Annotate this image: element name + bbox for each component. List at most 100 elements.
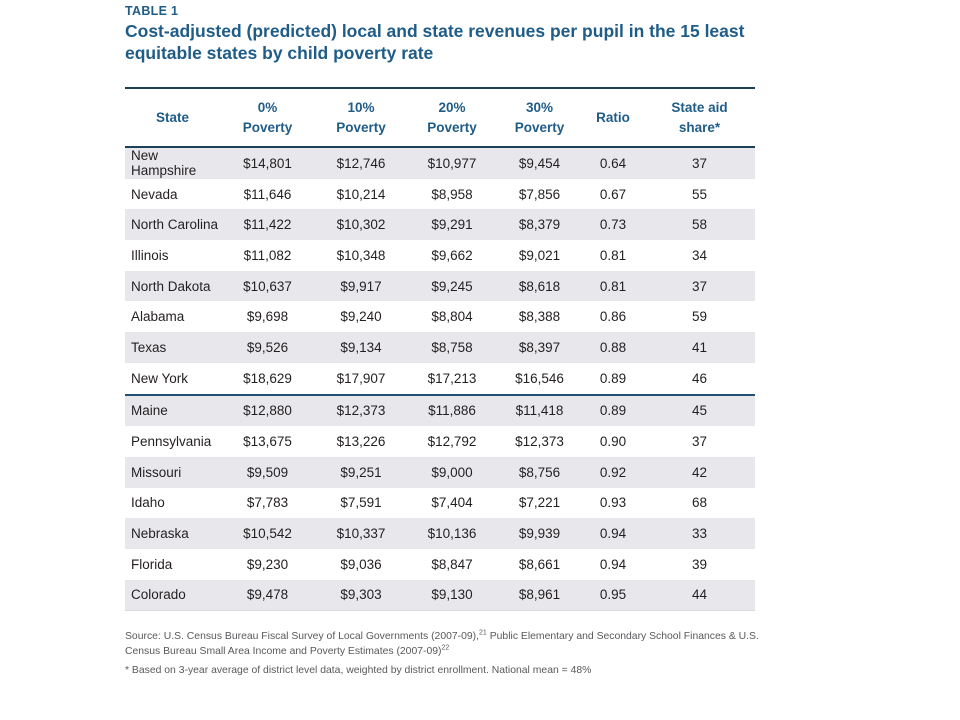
- value-cell-ratio: 0.73: [599, 217, 627, 233]
- value-cell-poverty-10: $12,373: [315, 393, 407, 427]
- value-cell-poverty-20: $8,847: [431, 556, 473, 572]
- table-row: Idaho $7,783 $7,591 $7,404 $7,221 0.93 68: [125, 488, 755, 519]
- value-cell-state-aid-share: 44: [644, 579, 755, 612]
- value-cell-poverty-20: $10,977: [427, 155, 477, 171]
- value-cell-poverty-30: $8,961: [497, 579, 582, 612]
- state-cell: Nebraska: [131, 526, 189, 542]
- table-row: Alabama $9,698 $9,240 $8,804 $8,388 0.86 59: [125, 301, 755, 332]
- value-cell-state-aid-share: 68: [691, 495, 708, 511]
- value-cell-ratio: 0.81: [599, 247, 627, 263]
- value-cell-poverty-30: $11,418: [497, 393, 582, 427]
- value-cell-ratio: 0.86: [599, 309, 627, 325]
- state-cell: Idaho: [131, 495, 165, 511]
- value-cell-poverty-20: $8,758: [431, 339, 473, 355]
- value-cell-poverty-0: $11,422: [243, 217, 292, 233]
- value-cell-poverty-30: $7,856: [518, 186, 561, 202]
- value-cell-poverty-10: $10,214: [336, 186, 386, 202]
- state-cell: Maine: [125, 393, 220, 427]
- value-cell-ratio: 0.90: [599, 434, 627, 450]
- value-cell-ratio: 0.94: [599, 556, 627, 572]
- asterisk-note: * Based on 3-year average of district le…: [125, 665, 592, 676]
- state-cell: Alabama: [131, 309, 185, 325]
- state-cell: New Hampshire: [131, 148, 197, 179]
- value-cell-poverty-30: $8,379: [518, 217, 561, 233]
- value-cell-state-aid-share: 41: [691, 339, 708, 355]
- value-cell-state-aid-share: 37: [691, 434, 708, 450]
- table-title: Cost-adjusted (predicted) local and stat…: [125, 21, 745, 64]
- value-cell-ratio: 0.93: [599, 495, 627, 511]
- value-cell-ratio: 0.81: [599, 278, 627, 294]
- value-cell-poverty-10: $10,348: [336, 247, 386, 263]
- value-cell-poverty-0: $12,880: [220, 393, 315, 427]
- value-cell-poverty-20: $7,404: [431, 495, 473, 511]
- value-cell-poverty-0: $9,698: [246, 309, 289, 325]
- value-cell-poverty-0: $7,783: [246, 495, 289, 511]
- value-cell-poverty-20: $10,136: [427, 526, 477, 542]
- value-cell-poverty-20: $8,958: [431, 186, 473, 202]
- column-header-poverty-0: 0% Poverty: [220, 87, 315, 148]
- table-row: North Carolina $11,422 $10,302 $9,291 $8,379…: [125, 209, 755, 241]
- state-cell: Illinois: [131, 247, 169, 263]
- value-cell-poverty-0: $13,675: [243, 434, 292, 450]
- value-cell-poverty-30: $8,388: [518, 309, 561, 325]
- column-header-ratio: Ratio: [582, 87, 644, 148]
- value-cell-state-aid-share: 39: [691, 556, 708, 572]
- state-cell: North Dakota: [131, 278, 211, 294]
- source-note: Source: U.S. Census Bureau Fiscal Survey…: [125, 629, 773, 659]
- value-cell-poverty-20: $11,886: [407, 393, 497, 427]
- value-cell-poverty-20: $17,213: [427, 370, 477, 386]
- state-cell: Florida: [131, 556, 173, 572]
- value-cell-poverty-20: $12,792: [427, 434, 477, 450]
- value-cell-poverty-0: $10,542: [243, 526, 292, 542]
- value-cell-ratio: 0.67: [599, 186, 627, 202]
- value-cell-poverty-10: $9,134: [340, 339, 382, 355]
- value-cell-poverty-0: $10,637: [243, 278, 292, 294]
- value-cell-poverty-30: $9,021: [518, 247, 561, 263]
- value-cell-ratio: 0.95: [582, 579, 644, 612]
- value-cell-ratio: 0.88: [599, 339, 627, 355]
- table-row: Nebraska $10,542 $10,337 $10,136 $9,939 0.94 3…: [125, 518, 755, 549]
- value-cell-poverty-30: $9,454: [518, 155, 561, 171]
- value-cell-poverty-10: $13,226: [336, 434, 386, 450]
- table-row: Colorado $9,478 $9,303 $9,130 $8,961 0.95 44: [125, 579, 755, 612]
- source-text-part1: Source: U.S. Census Bureau Fiscal Survey…: [125, 631, 480, 642]
- value-cell-poverty-30: $12,373: [515, 434, 564, 450]
- column-header-state: State: [125, 87, 220, 148]
- value-cell-ratio: 0.94: [599, 526, 627, 542]
- value-cell-ratio: 0.92: [599, 464, 627, 480]
- value-cell-poverty-30: $8,756: [518, 464, 561, 480]
- value-cell-state-aid-share: 42: [691, 464, 708, 480]
- value-cell-state-aid-share: 55: [691, 186, 708, 202]
- value-cell-poverty-0: $11,082: [243, 247, 292, 263]
- value-cell-state-aid-share: 34: [691, 247, 708, 263]
- value-cell-state-aid-share: 45: [644, 393, 755, 427]
- value-cell-poverty-10: $9,251: [340, 464, 382, 480]
- value-cell-poverty-0: $14,801: [243, 155, 292, 171]
- source-footnote-ref-21: 21: [479, 629, 487, 637]
- column-header-poverty-20: 20% Poverty: [407, 87, 497, 148]
- value-cell-poverty-30: $8,397: [518, 339, 561, 355]
- column-header-poverty-30: 30% Poverty: [497, 87, 582, 148]
- value-cell-poverty-20: $9,291: [431, 217, 473, 233]
- value-cell-poverty-20: $9,000: [431, 464, 473, 480]
- value-cell-poverty-30: $16,546: [515, 370, 564, 386]
- value-cell-ratio: 0.89: [599, 370, 627, 386]
- value-cell-state-aid-share: 37: [691, 278, 708, 294]
- revenue-table: State 0% Poverty 10% Poverty 20% Poverty 30%…: [125, 87, 755, 612]
- table-row: Pennsylvania $13,675 $13,226 $12,792 $12,373…: [125, 426, 755, 457]
- value-cell-poverty-30: $8,661: [518, 556, 561, 572]
- value-cell-poverty-20: $9,245: [431, 278, 473, 294]
- value-cell-poverty-30: $8,618: [518, 278, 561, 294]
- value-cell-poverty-0: $9,230: [246, 556, 289, 572]
- value-cell-state-aid-share: 58: [691, 217, 708, 233]
- state-cell: Texas: [131, 339, 167, 355]
- value-cell-state-aid-share: 46: [691, 370, 708, 386]
- state-cell: New York: [131, 370, 189, 386]
- value-cell-poverty-20: $9,662: [431, 247, 473, 263]
- value-cell-poverty-10: $9,303: [315, 579, 407, 612]
- value-cell-poverty-10: $9,036: [340, 556, 382, 572]
- value-cell-poverty-20: $9,130: [407, 579, 497, 612]
- value-cell-poverty-10: $12,746: [336, 155, 386, 171]
- source-text-part2: Public Elementary and Secondary School F…: [125, 631, 759, 658]
- value-cell-poverty-0: $11,646: [243, 186, 292, 202]
